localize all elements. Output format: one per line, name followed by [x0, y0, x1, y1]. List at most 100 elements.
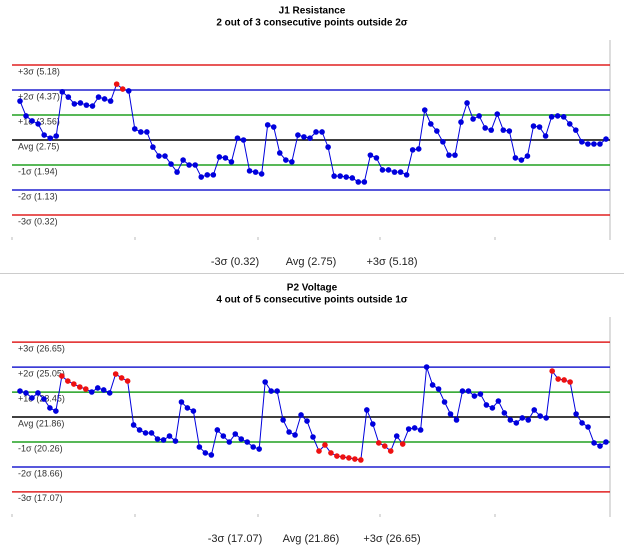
point [150, 144, 156, 150]
point [228, 159, 235, 165]
point [603, 136, 609, 142]
x-axis-label: Avg (21.86) [283, 533, 340, 545]
flagged-point [118, 375, 125, 381]
point [597, 141, 603, 147]
flagged-point [352, 456, 358, 462]
point [270, 124, 277, 130]
point [232, 431, 239, 437]
flagged-point [82, 386, 89, 392]
point [280, 417, 286, 423]
point [166, 433, 173, 439]
point [585, 424, 591, 430]
point [208, 452, 215, 458]
point [459, 388, 466, 394]
flagged-point [65, 378, 71, 384]
point [94, 385, 101, 391]
point [536, 124, 543, 130]
point [23, 390, 29, 396]
point [246, 168, 253, 174]
x-axis-label: -3σ (0.32) [211, 256, 259, 268]
chart-title: P2 Voltage [287, 283, 338, 294]
point [507, 417, 514, 423]
point [162, 153, 168, 159]
control-label: +3σ (26.65) [18, 344, 65, 354]
point [391, 169, 398, 175]
point [304, 418, 310, 424]
point [464, 100, 470, 106]
point [579, 420, 585, 426]
point [428, 121, 434, 127]
point [519, 415, 526, 421]
point [222, 155, 229, 161]
point [373, 155, 380, 161]
point [421, 107, 428, 113]
point [142, 430, 149, 436]
point [494, 111, 501, 117]
point [518, 157, 525, 163]
point [513, 420, 520, 426]
x-axis-label: +3σ (5.18) [366, 256, 417, 268]
x-axis-label: Avg (2.75) [286, 256, 337, 268]
point [83, 102, 90, 108]
flagged-point [567, 379, 573, 385]
point [470, 116, 476, 122]
chart-subtitle: 4 out of 5 consecutive points outside 1σ [216, 295, 407, 306]
point [440, 139, 446, 145]
point [131, 126, 138, 132]
point [471, 393, 478, 399]
point [274, 388, 280, 394]
point [53, 408, 59, 414]
point [482, 125, 488, 131]
point [409, 147, 416, 153]
point [250, 444, 257, 450]
point [29, 118, 35, 124]
point [47, 135, 54, 141]
point [301, 134, 307, 140]
point [35, 390, 41, 396]
point [286, 429, 292, 435]
flagged-point [316, 448, 322, 454]
point [276, 150, 283, 156]
flagged-point [340, 454, 346, 460]
point [506, 128, 513, 134]
point [405, 426, 412, 432]
point [17, 388, 23, 394]
x-axis-label: +3σ (26.65) [363, 533, 420, 545]
point [361, 179, 368, 185]
point [477, 391, 484, 397]
point [240, 137, 247, 143]
point [585, 141, 591, 147]
point [423, 364, 430, 370]
point [525, 417, 532, 423]
point [125, 88, 132, 94]
point [307, 135, 313, 141]
flagged-point [59, 373, 65, 379]
point [289, 159, 295, 165]
point [566, 121, 573, 127]
flagged-point [334, 453, 340, 459]
point [210, 172, 217, 178]
point [100, 387, 107, 393]
point [435, 386, 442, 392]
point [220, 433, 227, 439]
point [446, 152, 452, 158]
point [154, 436, 161, 442]
point [238, 436, 245, 442]
point [130, 422, 137, 428]
point [71, 101, 78, 107]
flagged-point [322, 442, 328, 448]
point [89, 103, 96, 109]
point [35, 121, 41, 127]
control-label: +2σ (25.05) [18, 369, 65, 379]
point [41, 132, 47, 138]
point [331, 173, 337, 179]
point [367, 152, 374, 158]
point [252, 169, 259, 175]
point [59, 89, 66, 95]
point [23, 113, 29, 119]
point [198, 174, 205, 180]
point [554, 113, 561, 119]
point [560, 114, 567, 120]
flagged-point [561, 377, 567, 383]
